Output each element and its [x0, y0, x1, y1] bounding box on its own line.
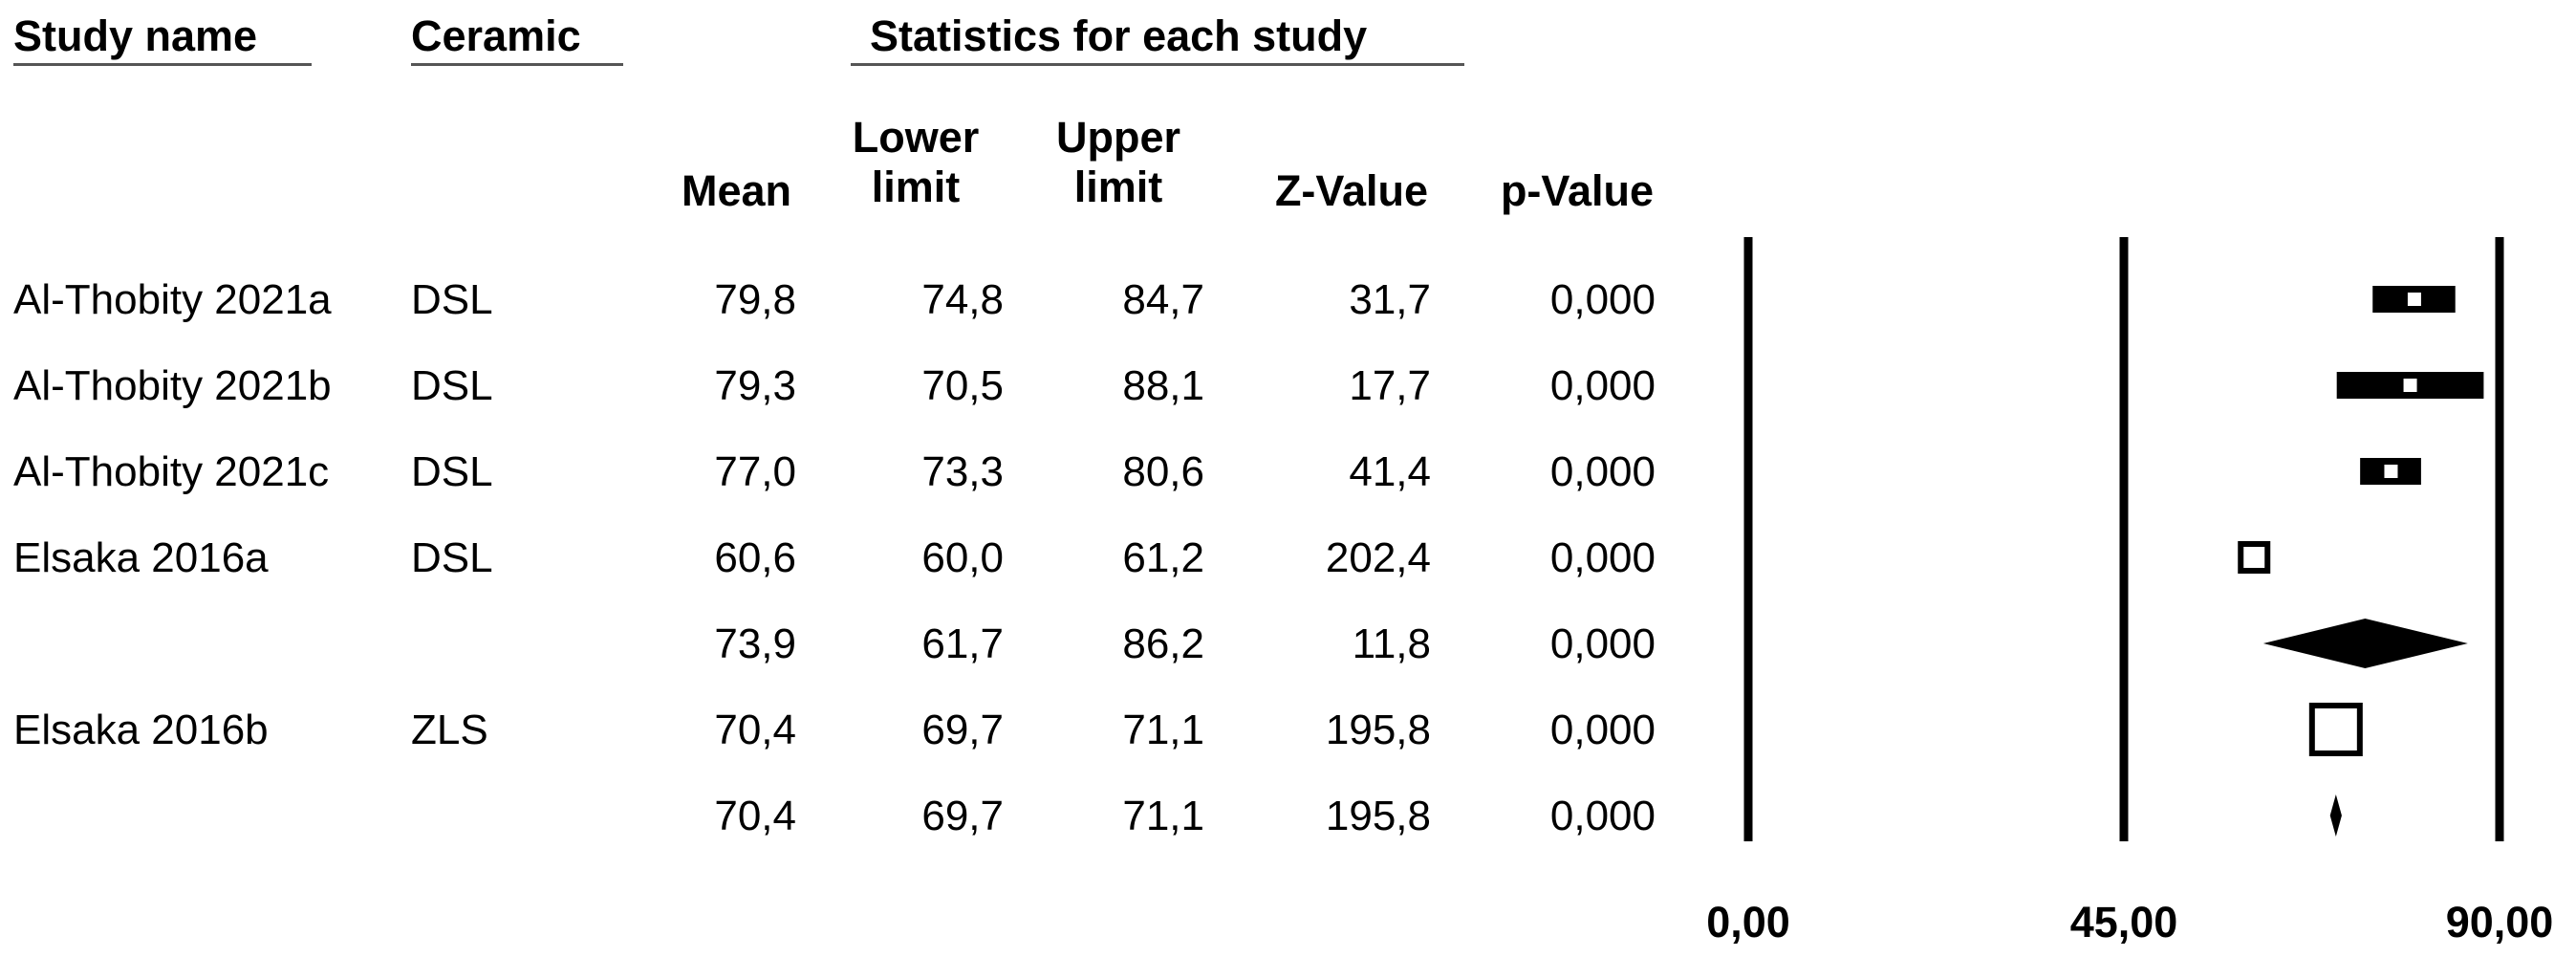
cell-z-value: 41,4 — [1349, 448, 1431, 495]
cell-upper: 71,1 — [1122, 793, 1204, 839]
col-header-upper-line1: Upper — [1055, 113, 1180, 162]
cell-lower: 60,0 — [921, 534, 1004, 581]
col-header-mean-text: Mean — [681, 166, 791, 215]
cell-mean: 60,6 — [714, 534, 796, 581]
cell-lower: 70,5 — [921, 362, 1004, 409]
cell-study: Al-Thobity 2021b — [13, 362, 332, 409]
col-header-lower: Lower limit — [830, 113, 1002, 212]
col-header-upper-line2: limit — [1073, 163, 1163, 212]
cell-z-value: 31,7 — [1349, 276, 1431, 323]
cell-lower: 73,3 — [921, 448, 1004, 495]
cell-mean: 79,3 — [714, 362, 796, 409]
study-point-box — [2308, 703, 2363, 756]
cell-z-value: 202,4 — [1325, 534, 1431, 581]
cell-study: Al-Thobity 2021a — [13, 276, 332, 323]
cell-lower: 74,8 — [921, 276, 1004, 323]
x-axis-tick-label: 90,00 — [2445, 898, 2554, 946]
col-header-z: Z-Value — [1233, 166, 1428, 216]
cell-p-value: 0,000 — [1549, 448, 1656, 495]
cell-z-value: 17,7 — [1349, 362, 1431, 409]
study-point-box — [2401, 287, 2427, 312]
x-axis-tick-label: 0,00 — [1706, 898, 1790, 946]
study-point-box — [2238, 541, 2271, 574]
summary-diamond — [2329, 794, 2342, 837]
header-statistics: Statistics for each study — [870, 11, 1368, 60]
cell-lower: 69,7 — [921, 707, 1004, 753]
col-header-p-text: p-Value — [1500, 166, 1654, 215]
cell-mean: 79,8 — [714, 276, 796, 323]
cell-study: Al-Thobity 2021c — [13, 448, 330, 495]
col-header-lower-line2: limit — [871, 163, 961, 212]
x-axis-tick-label: 45,00 — [2069, 898, 2178, 946]
cell-study: Elsaka 2016b — [13, 707, 269, 753]
cell-lower: 61,7 — [921, 620, 1004, 667]
cell-mean: 77,0 — [714, 448, 796, 495]
header-ceramic: Ceramic — [411, 11, 581, 60]
cell-z-value: 11,8 — [1352, 620, 1431, 667]
cell-ceramic: DSL — [411, 534, 493, 581]
cell-ceramic: ZLS — [411, 707, 488, 753]
cell-lower: 69,7 — [921, 793, 1004, 839]
study-point-box — [2397, 373, 2423, 398]
cell-z-value: 195,8 — [1325, 707, 1431, 753]
forest-plot — [1743, 237, 2504, 841]
cell-mean: 70,4 — [714, 793, 796, 839]
cell-ceramic: DSL — [411, 448, 493, 495]
cell-mean: 70,4 — [714, 707, 796, 753]
cell-p-value: 0,000 — [1549, 362, 1656, 409]
header-statistics-underline — [851, 63, 1464, 66]
col-header-upper: Upper limit — [1032, 113, 1204, 212]
col-header-mean: Mean — [650, 166, 791, 216]
header-study-name-underline — [13, 63, 312, 66]
summary-diamond — [2262, 619, 2468, 668]
cell-upper: 71,1 — [1122, 707, 1204, 753]
cell-p-value: 0,000 — [1549, 707, 1656, 753]
header-study-name: Study name — [13, 11, 258, 60]
cell-upper: 86,2 — [1122, 620, 1204, 667]
cell-study: Elsaka 2016a — [13, 534, 269, 581]
cell-upper: 80,6 — [1122, 448, 1204, 495]
study-point-box — [2378, 459, 2404, 484]
cell-p-value: 0,000 — [1549, 534, 1656, 581]
col-header-z-text: Z-Value — [1274, 166, 1428, 215]
col-header-lower-line1: Lower — [852, 113, 980, 162]
cell-ceramic: DSL — [411, 362, 493, 409]
cell-upper: 61,2 — [1122, 534, 1204, 581]
cell-upper: 88,1 — [1122, 362, 1204, 409]
cell-p-value: 0,000 — [1549, 793, 1656, 839]
cell-p-value: 0,000 — [1549, 620, 1656, 667]
col-header-p: p-Value — [1453, 166, 1654, 216]
header-ceramic-underline — [411, 63, 623, 66]
cell-z-value: 195,8 — [1325, 793, 1431, 839]
cell-ceramic: DSL — [411, 276, 493, 323]
cell-mean: 73,9 — [714, 620, 796, 667]
cell-p-value: 0,000 — [1549, 276, 1656, 323]
cell-upper: 84,7 — [1122, 276, 1204, 323]
